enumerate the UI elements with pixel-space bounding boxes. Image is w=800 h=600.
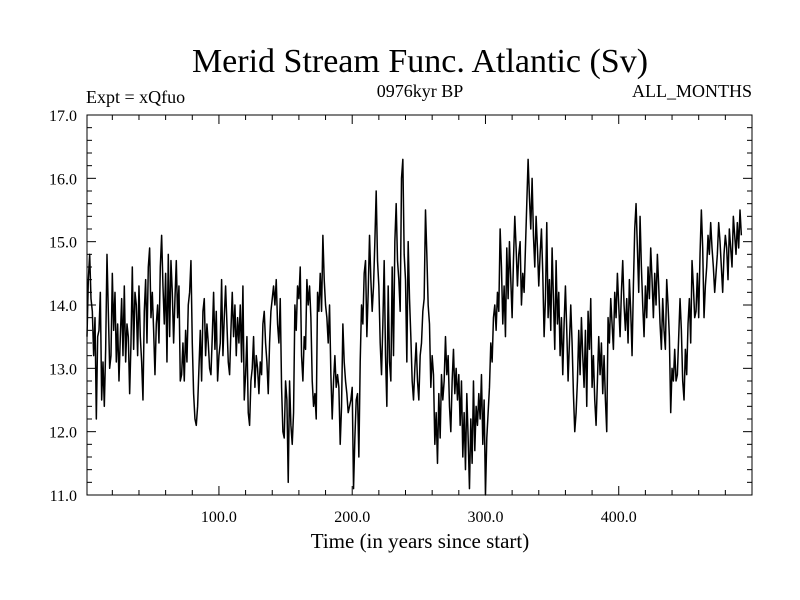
y-tick-label: 15.0	[49, 235, 77, 252]
experiment-label: Expt = xQfuo	[86, 87, 185, 107]
y-tick-label: 14.0	[49, 298, 77, 315]
months-label: ALL_MONTHS	[632, 81, 752, 101]
x-tick-label: 300.0	[467, 509, 503, 526]
time-period-label: 0976kyr BP	[377, 81, 464, 101]
y-tick-label: 17.0	[49, 108, 77, 125]
x-tick-label: 200.0	[334, 509, 370, 526]
y-tick-label: 16.0	[49, 171, 77, 188]
x-tick-label: 100.0	[201, 509, 237, 526]
y-tick-label: 11.0	[50, 488, 77, 505]
y-tick-label: 13.0	[49, 361, 77, 378]
chart-title: Merid Stream Func. Atlantic (Sv)	[192, 43, 648, 80]
plot-area: 100.0 200.0 300.0 400.0 11.0 12.0 13.0 14.0 15.0…	[49, 108, 753, 526]
y-tick-label: 12.0	[49, 425, 77, 442]
series-line-0	[86, 158, 743, 496]
x-axis-label: Time (in years since start)	[311, 529, 530, 553]
x-tick-label: 400.0	[601, 509, 637, 526]
